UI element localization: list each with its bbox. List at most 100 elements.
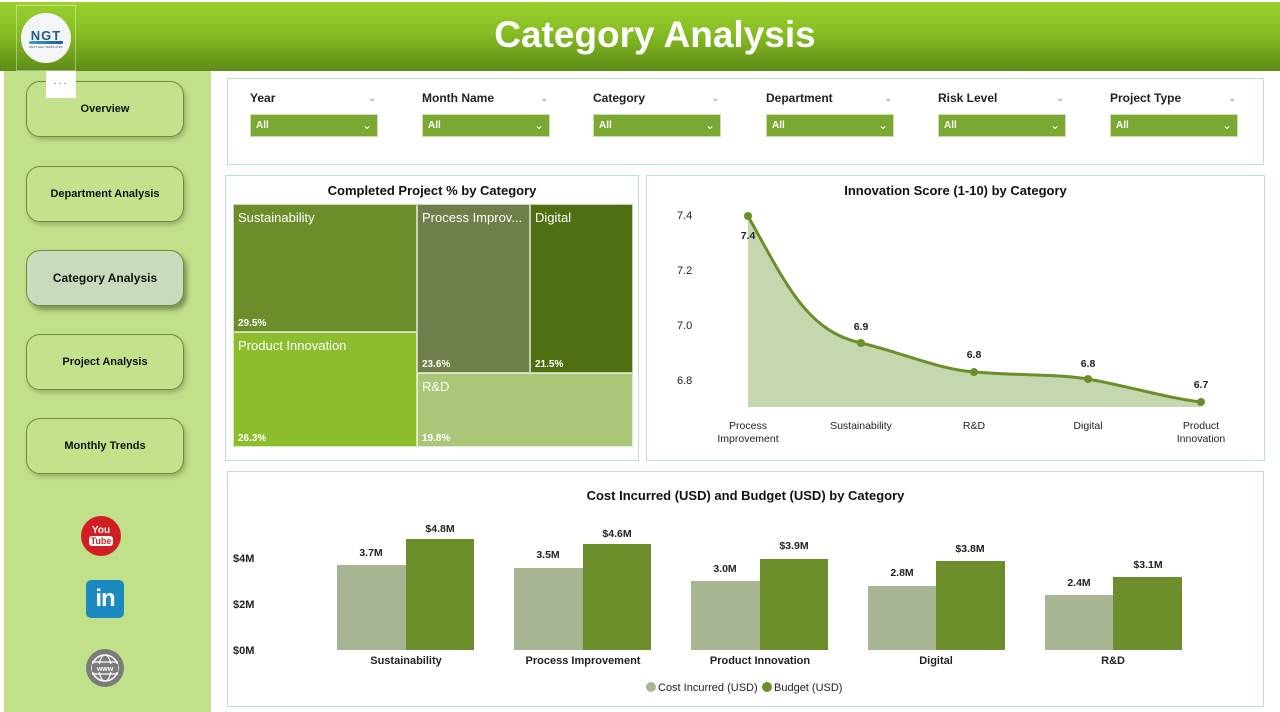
svg-text:6.7: 6.7 [1194, 379, 1209, 391]
sidebar-item-project-analysis[interactable]: Project Analysis [26, 334, 184, 390]
svg-text:Digital: Digital [919, 655, 953, 667]
filter-label: Risk Level [938, 91, 998, 105]
filter-panel: Year ⌄ All ⌄ Month Name ⌄ All ⌄ Category ⌄ Al… [227, 78, 1264, 165]
dropdown-value: All [944, 120, 957, 131]
innovation-score-chart: Innovation Score (1-10) by Category 7.4 … [646, 175, 1265, 461]
chart-title: Completed Project % by Category [327, 183, 537, 198]
svg-text:Improvement: Improvement [717, 433, 778, 445]
globe-icon: www [91, 654, 119, 682]
tile-label: Process Improv... [422, 210, 523, 225]
logo-subtext: NEXT GEN TEMPLATES [29, 44, 63, 49]
cost-budget-bar-chart: Cost Incurred (USD) and Budget (USD) by … [227, 471, 1264, 707]
svg-text:R&D: R&D [1101, 655, 1125, 667]
svg-text:Innovation: Innovation [1177, 433, 1226, 445]
tile-value: 23.6% [422, 359, 451, 370]
tile-value: 26.3% [238, 433, 267, 444]
sidebar-item-label: Overview [80, 103, 130, 115]
chart-title: Innovation Score (1-10) by Category [844, 183, 1067, 198]
x-axis-labels: Process Improvement Sustainability R&D D… [717, 420, 1225, 445]
filter-year: Year ⌄ All ⌄ [250, 89, 378, 137]
filter-department: Department ⌄ All ⌄ [766, 89, 894, 137]
data-labels: 7.4 6.9 6.8 6.8 6.7 [741, 230, 1209, 391]
category-dropdown[interactable]: All ⌄ [593, 114, 721, 137]
chevron-down-icon: ⌄ [1049, 118, 1060, 132]
sidebar-item-department-analysis[interactable]: Department Analysis [26, 166, 184, 222]
filter-label: Month Name [422, 91, 494, 105]
svg-text:Sustainability: Sustainability [830, 420, 893, 432]
logo-text: NGT [30, 27, 62, 43]
svg-text:2.8M: 2.8M [890, 567, 914, 579]
treemap-tile-rnd[interactable]: R&D 19.8% [417, 373, 633, 447]
chevron-down-icon[interactable]: ⌄ [540, 93, 548, 103]
month-name-dropdown[interactable]: All ⌄ [422, 114, 550, 137]
svg-text:$3.8M: $3.8M [955, 543, 984, 555]
dropdown-value: All [772, 120, 785, 131]
department-dropdown[interactable]: All ⌄ [766, 114, 894, 137]
svg-text:6.9: 6.9 [854, 321, 869, 333]
filter-label: Project Type [1110, 91, 1182, 105]
svg-text:$3.9M: $3.9M [779, 540, 808, 552]
svg-text:Cost Incurred (USD): Cost Incurred (USD) [658, 682, 758, 694]
chevron-down-icon[interactable]: ⌄ [1056, 93, 1064, 103]
svg-text:Product Innovation: Product Innovation [710, 655, 811, 667]
svg-text:$4.8M: $4.8M [425, 523, 454, 535]
sidebar: Overview Department Analysis Category An… [4, 71, 211, 712]
year-dropdown[interactable]: All ⌄ [250, 114, 378, 137]
youtube-icon[interactable]: You Tube [81, 516, 121, 556]
svg-text:$4.6M: $4.6M [602, 528, 631, 540]
y-axis-ticks: 7.4 7.2 7.0 6.8 [677, 210, 692, 387]
svg-text:3.5M: 3.5M [536, 549, 560, 561]
chevron-down-icon[interactable]: ⌄ [884, 93, 892, 103]
chevron-down-icon: ⌄ [877, 118, 888, 132]
treemap-tile-process-improvement[interactable]: Process Improv... 23.6% [417, 204, 530, 373]
chevron-down-icon[interactable]: ⌄ [368, 93, 376, 103]
project-type-dropdown[interactable]: All ⌄ [1110, 114, 1238, 137]
bar-cost-process-improvement [514, 568, 583, 650]
legend-budget-marker [762, 682, 772, 692]
tile-label: Sustainability [238, 210, 315, 225]
website-globe-icon[interactable]: www [86, 649, 124, 687]
sidebar-item-label: Category Analysis [52, 271, 158, 285]
bar-budget-sustainability [406, 539, 474, 650]
trend-line [746, 215, 1202, 404]
svg-text:R&D: R&D [963, 420, 986, 432]
sidebar-item-monthly-trends[interactable]: Monthly Trends [26, 418, 184, 474]
tile-label: Product Innovation [238, 338, 347, 353]
completed-project-treemap: Completed Project % by Category Sustaina… [225, 175, 639, 461]
chevron-down-icon: ⌄ [533, 118, 544, 132]
bar-cost-rnd [1045, 595, 1113, 650]
risk-level-dropdown[interactable]: All ⌄ [938, 114, 1066, 137]
bar-budget-rnd [1113, 577, 1182, 650]
bar-budget-digital [936, 561, 1005, 650]
svg-text:6.8: 6.8 [677, 375, 692, 387]
treemap-tile-digital[interactable]: Digital 21.5% [530, 204, 633, 373]
svg-text:$0M: $0M [233, 645, 254, 657]
logo-container[interactable]: NGT NEXT GEN TEMPLATES [16, 5, 76, 71]
chevron-down-icon[interactable]: ⌄ [711, 93, 719, 103]
filter-label: Category [593, 91, 646, 105]
sidebar-item-category-analysis[interactable]: Category Analysis [26, 250, 184, 306]
dropdown-value: All [428, 120, 441, 131]
dropdown-value: All [256, 120, 269, 131]
area-fill [748, 216, 1201, 407]
logo-swoosh-icon [29, 40, 63, 44]
svg-text:Process: Process [729, 420, 767, 432]
chart-legend: Cost Incurred (USD) Budget (USD) [646, 682, 842, 694]
chevron-down-icon[interactable]: ⌄ [1228, 93, 1236, 103]
bar-cost-product-innovation [691, 581, 760, 650]
area-chart-plot: 7.4 7.2 7.0 6.8 7.4 6.9 6.8 6.8 6.7 [677, 210, 1225, 445]
chevron-down-icon: ⌄ [1221, 118, 1232, 132]
svg-text:Product: Product [1183, 420, 1219, 432]
svg-text:6.8: 6.8 [1081, 358, 1096, 370]
header-bar: Category Analysis NGT NEXT GEN TEMPLATES [0, 2, 1280, 71]
bar-chart-plot: $4M $2M $0M 3.7M $4.8M 3.5M [233, 523, 1182, 694]
treemap-tile-product-innovation[interactable]: Product Innovation 26.3% [233, 332, 417, 447]
more-options-icon[interactable]: ... [46, 71, 76, 98]
svg-text:7.4: 7.4 [677, 210, 692, 222]
svg-text:Sustainability: Sustainability [370, 655, 442, 667]
chevron-down-icon: ⌄ [361, 118, 372, 132]
treemap-tile-sustainability[interactable]: Sustainability 29.5% [233, 204, 417, 332]
linkedin-icon[interactable]: in [86, 580, 124, 618]
filter-category: Category ⌄ All ⌄ [593, 89, 721, 137]
